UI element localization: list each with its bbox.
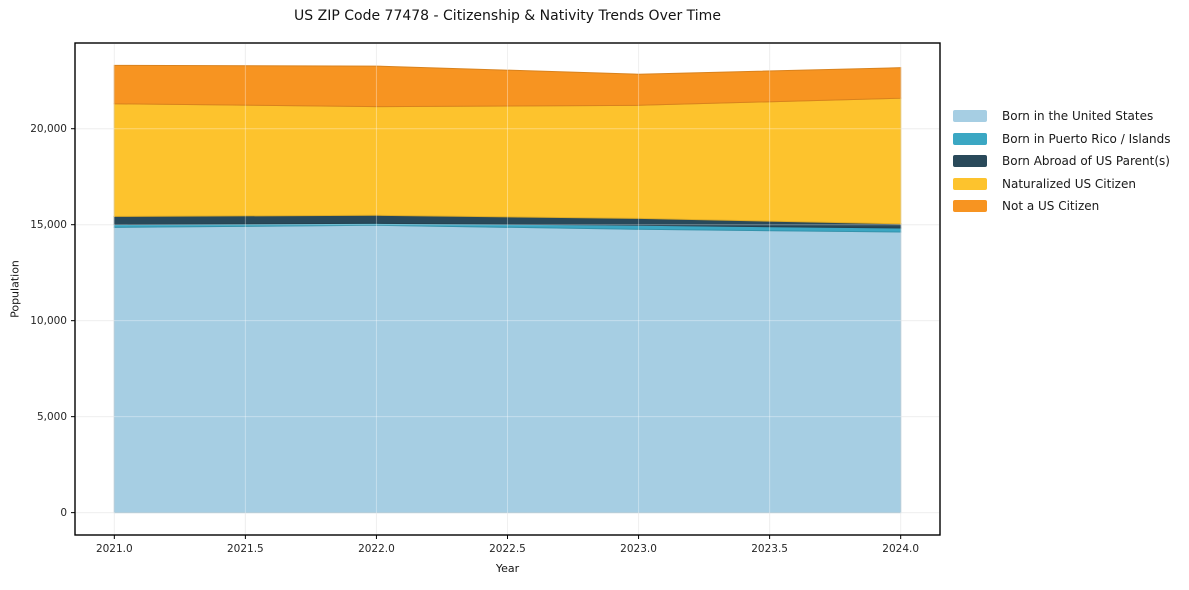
legend-label: Not a US Citizen — [1002, 199, 1100, 214]
x-tick-label: 2023.5 — [751, 543, 788, 555]
legend-swatch-icon — [953, 155, 987, 168]
legend-label: Naturalized US Citizen — [1002, 176, 1136, 191]
y-tick-label: 0 — [60, 507, 67, 519]
legend-label: Born in Puerto Rico / Islands — [1002, 131, 1171, 146]
y-tick-label: 15,000 — [30, 219, 67, 231]
legend-label: Born Abroad of US Parent(s) — [1002, 154, 1170, 169]
legend-label: Born in the United States — [1002, 109, 1154, 124]
chart-title: US ZIP Code 77478 - Citizenship & Nativi… — [294, 8, 721, 24]
legend-swatch-icon — [953, 177, 987, 190]
x-tick-label: 2021.5 — [227, 543, 264, 555]
legend-item: Naturalized US Citizen — [953, 173, 1171, 196]
y-tick-label: 20,000 — [30, 123, 67, 135]
legend-swatch-icon — [953, 110, 987, 123]
legend-swatch-icon — [953, 200, 987, 213]
legend-item: Born in the United States — [953, 105, 1171, 128]
legend: Born in the United States Born in Puerto … — [953, 105, 1171, 218]
legend-swatch-icon — [953, 132, 987, 145]
legend-item: Born in Puerto Rico / Islands — [953, 128, 1171, 151]
x-tick-label: 2024.0 — [882, 543, 919, 555]
legend-item: Born Abroad of US Parent(s) — [953, 150, 1171, 173]
x-tick-label: 2022.5 — [489, 543, 526, 555]
x-axis-label: Year — [495, 562, 520, 575]
y-tick-label: 10,000 — [30, 315, 67, 327]
legend-item: Not a US Citizen — [953, 195, 1171, 218]
x-tick-label: 2022.0 — [358, 543, 395, 555]
x-tick-label: 2021.0 — [96, 543, 133, 555]
stack-area-4 — [113, 64, 902, 108]
y-tick-label: 5,000 — [37, 411, 67, 423]
x-tick-label: 2023.0 — [620, 543, 657, 555]
